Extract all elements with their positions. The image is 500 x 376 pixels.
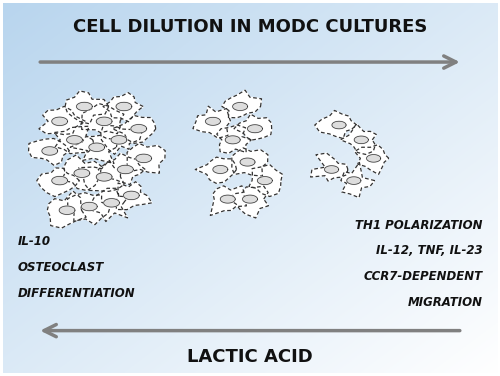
Polygon shape [127, 143, 165, 173]
Polygon shape [249, 165, 282, 197]
Polygon shape [65, 91, 108, 124]
Polygon shape [62, 155, 102, 191]
Polygon shape [310, 153, 348, 181]
Polygon shape [242, 195, 258, 203]
Polygon shape [131, 124, 146, 133]
Polygon shape [37, 168, 80, 197]
Polygon shape [96, 173, 112, 181]
Polygon shape [82, 103, 124, 134]
Polygon shape [220, 195, 235, 203]
Polygon shape [248, 125, 262, 133]
Polygon shape [74, 169, 90, 177]
Text: IL-12, TNF, IL-23: IL-12, TNF, IL-23 [376, 244, 482, 258]
Polygon shape [240, 158, 255, 166]
Polygon shape [52, 176, 68, 185]
Polygon shape [232, 103, 248, 111]
Polygon shape [232, 148, 268, 176]
Polygon shape [124, 191, 139, 200]
Text: LACTIC ACID: LACTIC ACID [187, 347, 313, 365]
Polygon shape [52, 117, 68, 126]
Text: IL-10: IL-10 [18, 235, 50, 248]
Polygon shape [118, 165, 134, 174]
Polygon shape [366, 155, 380, 162]
Polygon shape [92, 188, 128, 221]
Polygon shape [324, 166, 338, 173]
Polygon shape [59, 206, 75, 214]
Text: DIFFERENTIATION: DIFFERENTIATION [18, 287, 135, 300]
Polygon shape [98, 153, 146, 185]
Polygon shape [341, 162, 374, 198]
Polygon shape [222, 90, 262, 118]
Text: CCR7-DEPENDENT: CCR7-DEPENDENT [364, 270, 482, 284]
Polygon shape [101, 125, 142, 154]
Polygon shape [354, 136, 368, 144]
Polygon shape [210, 186, 246, 215]
Text: MIGRATION: MIGRATION [408, 296, 482, 309]
Polygon shape [82, 202, 97, 211]
Polygon shape [136, 154, 152, 162]
Polygon shape [42, 147, 58, 155]
Polygon shape [39, 106, 86, 135]
Polygon shape [48, 191, 86, 228]
Polygon shape [213, 165, 228, 173]
Polygon shape [76, 102, 92, 111]
Polygon shape [96, 117, 112, 126]
Polygon shape [217, 125, 252, 153]
Polygon shape [347, 177, 361, 184]
Polygon shape [70, 135, 118, 164]
Text: CELL DILUTION IN MODC CULTURES: CELL DILUTION IN MODC CULTURES [73, 18, 427, 36]
Polygon shape [89, 143, 104, 152]
Polygon shape [315, 111, 357, 138]
Polygon shape [104, 199, 120, 207]
Polygon shape [258, 177, 272, 185]
Text: OSTEOCLAST: OSTEOCLAST [18, 261, 104, 274]
Polygon shape [111, 136, 127, 144]
Polygon shape [66, 136, 82, 144]
Polygon shape [54, 126, 94, 154]
Polygon shape [234, 114, 272, 140]
Polygon shape [116, 182, 152, 210]
Polygon shape [116, 102, 132, 111]
Polygon shape [78, 160, 124, 191]
Polygon shape [332, 121, 346, 129]
Polygon shape [28, 138, 70, 165]
Polygon shape [68, 193, 110, 225]
Polygon shape [112, 116, 156, 143]
Polygon shape [354, 145, 389, 174]
Polygon shape [340, 124, 376, 155]
Polygon shape [225, 136, 240, 144]
Polygon shape [228, 186, 268, 218]
Polygon shape [196, 157, 236, 183]
Polygon shape [206, 117, 220, 125]
Text: TH1 POLARIZATION: TH1 POLARIZATION [355, 218, 482, 232]
Polygon shape [193, 106, 230, 138]
Polygon shape [103, 92, 143, 122]
